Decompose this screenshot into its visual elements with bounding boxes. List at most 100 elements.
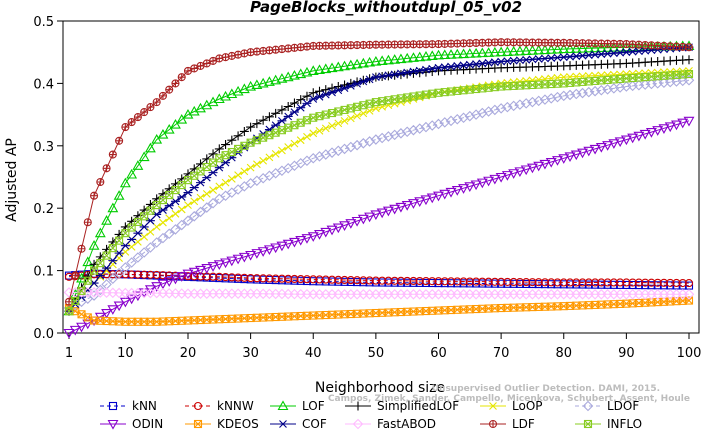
marker-diamond [326,147,338,158]
marker-circle [678,278,687,288]
x-tick-label: 90 [618,346,635,361]
marker-triangle-up [320,63,332,74]
marker-triangle-up [526,45,538,55]
marker-circle [196,272,205,281]
marker-diamond [426,120,438,131]
marker-circle [234,273,243,282]
marker-asterisk [289,108,299,116]
x-axis: 1 10 20 30 40 50 60 70 80 90 100 [65,333,701,361]
marker-triangle-down [445,187,457,198]
marker-asterisk [296,103,306,112]
marker-triangle-up [144,142,156,153]
marker-triangle-up [558,43,570,54]
marker-square-x [684,296,694,305]
marker-triangle-up [583,42,595,53]
marker-triangle-up [357,57,369,68]
marker-asterisk [189,183,199,192]
legend-label: FastABOD [377,417,436,431]
marker-asterisk [484,58,494,67]
marker-asterisk [302,99,312,108]
marker-asterisk [283,112,293,121]
marker-x [234,171,242,180]
marker-triangle-up [88,240,100,250]
marker-asterisk [408,67,418,76]
legend-label: kNN [132,399,157,413]
series-FastABOD [63,287,695,300]
marker-triangle-down [101,308,113,319]
marker-circle [309,275,318,284]
marker-triangle-down [420,195,432,206]
legend-item-kNN: kNN [100,399,157,413]
marker-circle [653,278,662,287]
marker-triangle-up [426,50,438,60]
marker-triangle-down [326,225,338,236]
marker-plus [258,115,268,125]
marker-circle-plus [115,136,124,145]
marker-x [328,121,336,130]
marker-circle [515,277,524,287]
marker-circle [302,275,312,284]
series-INFLO [64,69,694,316]
marker-diamond [345,141,357,153]
x-axis-label: Neighborhood size [315,380,445,396]
marker-circle [346,276,355,285]
marker-x [121,247,130,256]
marker-circle [290,274,299,284]
legend-item-ODIN: ODIN [100,417,163,431]
marker-diamond [683,75,695,86]
marker-triangle-down [307,232,319,242]
marker-plus [221,140,231,150]
marker-triangle-down [508,169,520,179]
marker-circle [484,277,493,286]
marker-diamond [527,96,538,108]
marker-triangle-up [514,45,526,56]
marker-triangle-down [451,186,463,196]
marker-triangle-up [470,47,482,58]
marker-square-x [96,259,105,268]
marker-diamond [533,95,544,107]
marker-x [259,156,268,165]
marker-diamond [188,211,200,222]
marker-circle [359,276,368,285]
marker-circle-plus [96,177,105,187]
marker-asterisk [390,70,400,79]
marker-circle-plus [488,419,498,429]
marker-triangle-down [671,120,682,131]
marker-diamond [195,206,206,218]
legend-item-kNNW: kNNW [185,399,254,413]
marker-square-x [115,236,124,245]
marker-triangle-down [213,260,225,270]
marker-circle [221,273,230,282]
marker-circle-plus [146,103,155,112]
x-tick-label: 20 [180,346,197,361]
marker-asterisk [396,69,406,78]
marker-x [146,228,155,236]
marker-x [303,132,311,141]
marker-square [108,401,118,411]
marker-diamond [163,228,175,240]
marker-circle [252,274,261,283]
y-tick-label: 0.2 [33,202,54,217]
marker-x [290,139,299,148]
marker-triangle-up [364,56,376,67]
marker-square-x [83,276,92,285]
marker-triangle-down [433,191,444,202]
marker-triangle-down [289,237,300,248]
legend-label: LDF [512,417,535,431]
marker-triangle-down [483,176,495,187]
marker-triangle-up [94,227,106,238]
marker-triangle-up [439,49,451,60]
marker-diamond [683,289,695,300]
marker-diamond [514,99,526,110]
marker-x [177,205,186,214]
marker-circle [271,274,280,283]
marker-square-x [583,419,593,429]
marker-asterisk [183,188,193,197]
marker-circle [522,278,531,287]
marker-x [127,242,136,251]
marker-asterisk [433,63,443,72]
marker-diamond [420,121,432,133]
marker-circle [152,270,161,280]
marker-diamond [502,101,513,113]
marker-triangle-down [545,157,557,168]
